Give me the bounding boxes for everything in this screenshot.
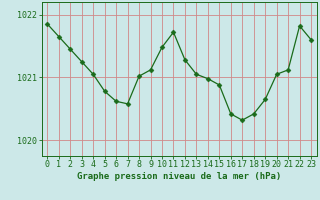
X-axis label: Graphe pression niveau de la mer (hPa): Graphe pression niveau de la mer (hPa) bbox=[77, 172, 281, 181]
